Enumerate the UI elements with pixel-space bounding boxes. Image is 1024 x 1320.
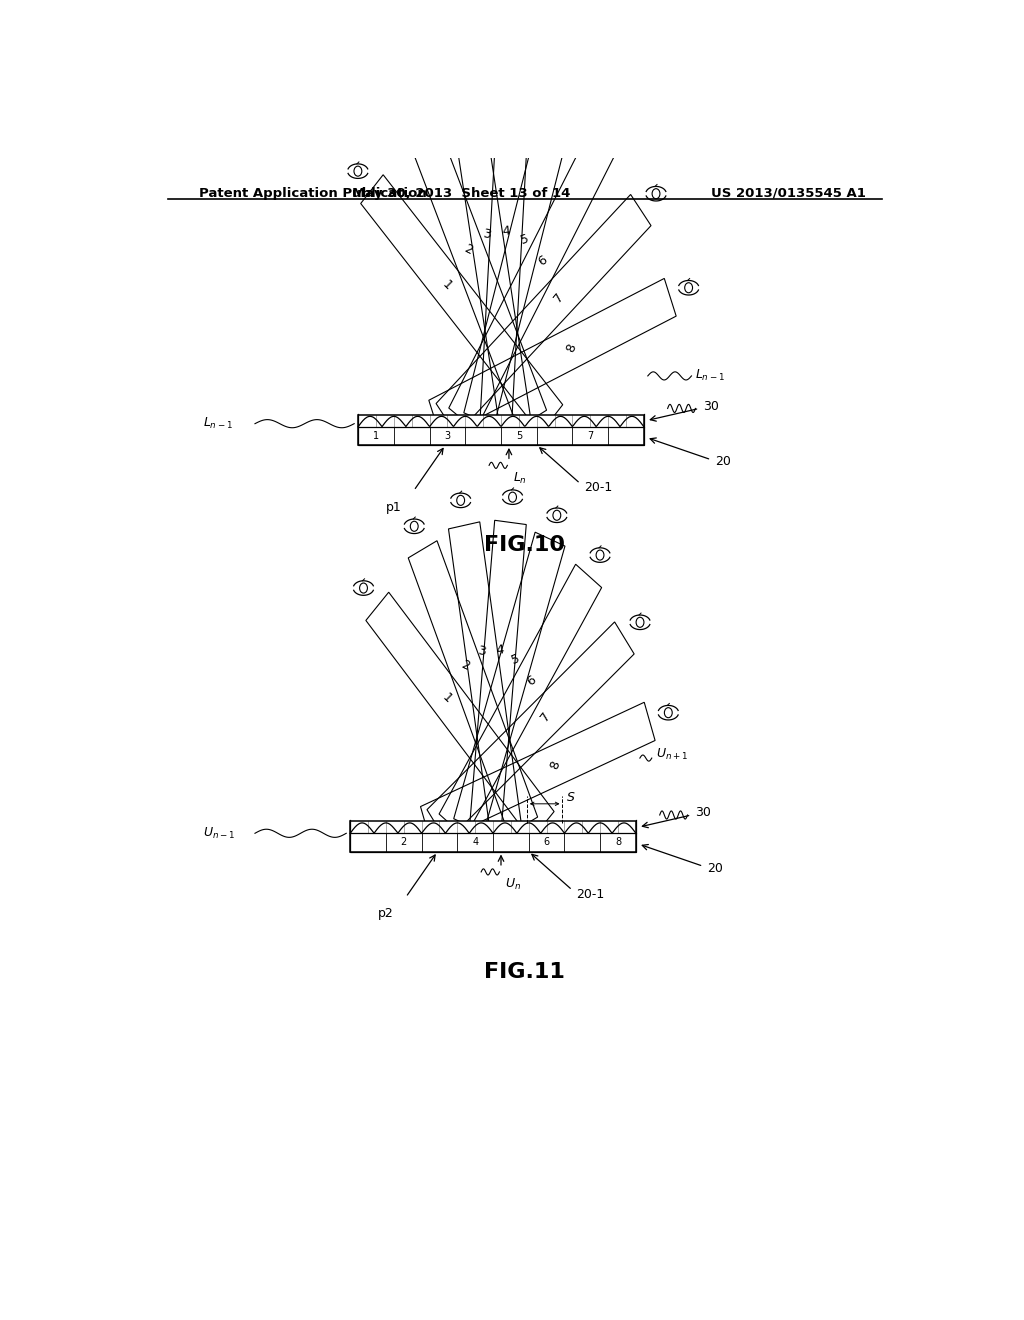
Text: 3: 3 [444, 430, 451, 441]
Text: 4: 4 [472, 837, 478, 847]
Text: $U_{n-1}$: $U_{n-1}$ [204, 826, 236, 841]
Text: 8: 8 [564, 342, 579, 355]
Text: 7: 7 [552, 290, 566, 305]
Text: 7: 7 [587, 430, 593, 441]
Text: $L_n$: $L_n$ [513, 470, 526, 486]
Bar [350, 833, 636, 851]
Text: US 2013/0135545 A1: US 2013/0135545 A1 [712, 187, 866, 199]
Text: 8: 8 [548, 759, 563, 771]
Text: 5: 5 [516, 430, 522, 441]
Text: $U_n$: $U_n$ [505, 876, 521, 892]
Text: 30: 30 [695, 807, 712, 820]
Text: S: S [566, 791, 574, 804]
Text: 6: 6 [544, 837, 550, 847]
Text: 1: 1 [373, 430, 379, 441]
Bar [358, 414, 644, 445]
Text: 3: 3 [476, 644, 486, 659]
Bar [358, 426, 644, 445]
Text: 2: 2 [459, 657, 471, 673]
Text: 5: 5 [510, 652, 522, 667]
Text: 5: 5 [518, 232, 530, 247]
Text: 2: 2 [462, 242, 474, 257]
Bar [358, 414, 644, 426]
Text: May 30, 2013  Sheet 13 of 14: May 30, 2013 Sheet 13 of 14 [352, 187, 570, 199]
Text: $L_{n-1}$: $L_{n-1}$ [204, 416, 233, 432]
Text: 7: 7 [538, 710, 553, 723]
Text: p1: p1 [386, 500, 401, 513]
Text: p2: p2 [378, 907, 394, 920]
Text: 20: 20 [715, 455, 731, 469]
Text: 6: 6 [536, 253, 549, 268]
Text: $U_{n+1}$: $U_{n+1}$ [655, 747, 688, 762]
Text: 20-1: 20-1 [577, 888, 604, 900]
Text: 4: 4 [502, 224, 511, 238]
Text: 3: 3 [481, 227, 492, 242]
Text: FIG.10: FIG.10 [484, 535, 565, 554]
Text: 30: 30 [703, 400, 719, 413]
Text: $L_{n-1}$: $L_{n-1}$ [695, 368, 725, 383]
Text: 20-1: 20-1 [585, 482, 612, 494]
Bar [350, 821, 636, 851]
Text: 1: 1 [439, 692, 454, 706]
Text: 1: 1 [440, 279, 455, 293]
Text: 6: 6 [524, 673, 539, 688]
Text: 2: 2 [400, 837, 407, 847]
Text: 4: 4 [496, 643, 505, 656]
Text: 20: 20 [708, 862, 723, 875]
Bar [350, 821, 636, 833]
Text: Patent Application Publication: Patent Application Publication [200, 187, 427, 199]
Text: FIG.11: FIG.11 [484, 961, 565, 982]
Text: 8: 8 [615, 837, 622, 847]
